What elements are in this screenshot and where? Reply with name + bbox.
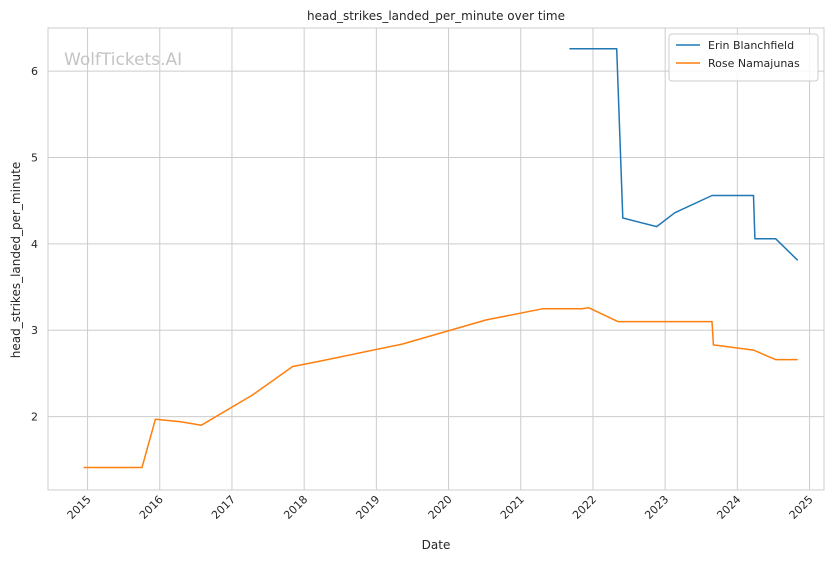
y-tick-label: 4	[31, 238, 38, 251]
x-tick-label: 2023	[642, 493, 671, 522]
legend-box	[668, 33, 819, 82]
x-tick-label: 2019	[353, 493, 382, 522]
legend-label-rose-namajunas: Rose Namajunas	[708, 57, 800, 70]
y-axis-ticks: 2 3 4 5 6	[31, 65, 38, 423]
series-line-erin-blanchfield	[569, 47, 799, 261]
x-axis-title: Date	[422, 538, 451, 552]
x-tick-label: 2025	[787, 493, 816, 522]
x-axis-ticks: 2015 2016 2017 2018 2019 2020 2021 2022 2023 2024…	[65, 493, 816, 522]
chart-title: head_strikes_landed_per_minute over time	[307, 9, 565, 23]
x-tick-label: 2021	[498, 493, 527, 522]
y-axis-title: head_strikes_landed_per_minute	[9, 162, 23, 359]
y-tick-label: 5	[31, 152, 38, 165]
y-tick-label: 3	[31, 324, 38, 337]
x-tick-label: 2022	[570, 493, 599, 522]
x-tick-label: 2018	[281, 493, 310, 522]
y-tick-label: 6	[31, 65, 38, 78]
x-tick-label: 2017	[209, 493, 238, 522]
y-tick-label: 2	[31, 411, 38, 424]
series-line-rose-namajunas	[83, 307, 798, 469]
grid	[48, 28, 824, 490]
series-layer	[83, 47, 799, 469]
legend-label-erin-blanchfield: Erin Blanchfield	[708, 39, 794, 52]
x-tick-label: 2016	[137, 493, 166, 522]
x-tick-label: 2024	[714, 493, 743, 522]
legend: Erin Blanchfield Rose Namajunas	[668, 33, 819, 82]
x-tick-label: 2020	[426, 493, 455, 522]
plot-area	[47, 27, 825, 491]
x-tick-label: 2015	[65, 493, 94, 522]
watermark: WolfTickets.AI	[64, 50, 182, 70]
